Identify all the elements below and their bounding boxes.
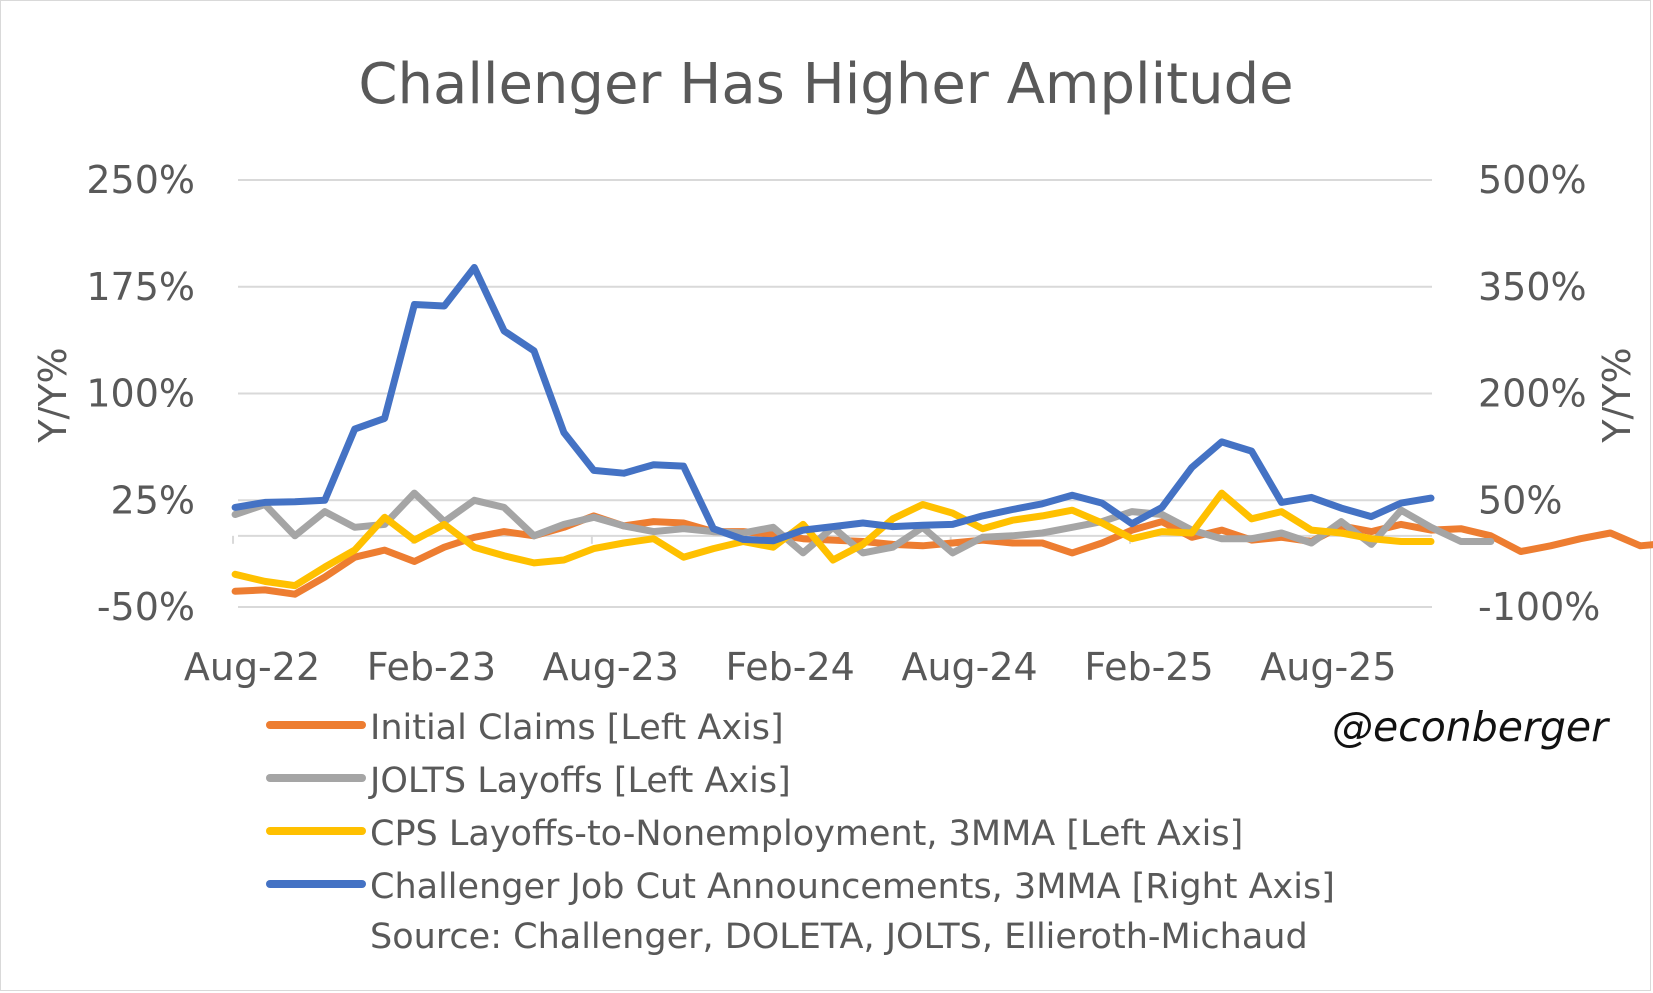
left-axis-ticks: 250% 175% 100% 25% -50% xyxy=(86,158,195,629)
left-tick-label: 25% xyxy=(111,478,195,522)
x-tick-label: Aug-25 xyxy=(1260,645,1396,689)
x-tick-label: Feb-24 xyxy=(726,645,855,689)
right-axis-label: Y/Y% xyxy=(1595,347,1639,443)
legend-label-3: Challenger Job Cut Announcements, 3MMA [… xyxy=(370,867,1335,907)
x-tick-label: Aug-24 xyxy=(901,645,1037,689)
x-tick-label: Feb-23 xyxy=(367,645,496,689)
source-note: Source: Challenger, DOLETA, JOLTS, Ellie… xyxy=(370,917,1308,957)
left-tick-label: 250% xyxy=(86,158,195,202)
x-tick-label: Feb-25 xyxy=(1084,645,1213,689)
legend-label-2: CPS Layoffs-to-Nonemployment, 3MMA [Left… xyxy=(370,814,1243,854)
right-tick-label: 350% xyxy=(1478,265,1587,309)
right-tick-label: -100% xyxy=(1478,585,1600,629)
right-axis-ticks: 500% 350% 200% 50% -100% xyxy=(1478,158,1600,629)
series-line-3 xyxy=(231,264,1435,545)
left-tick-label: -50% xyxy=(97,585,195,629)
series-lines xyxy=(231,264,1653,598)
x-tick-label: Aug-22 xyxy=(184,645,320,689)
left-axis-label: Y/Y% xyxy=(31,347,75,443)
left-tick-label: 175% xyxy=(86,265,195,309)
left-tick-label: 100% xyxy=(86,372,195,416)
right-tick-label: 50% xyxy=(1478,478,1562,522)
legend-label-0: Initial Claims [Left Axis] xyxy=(370,708,784,748)
legend: Initial Claims [Left Axis] JOLTS Layoffs … xyxy=(266,708,1335,907)
right-tick-label: 200% xyxy=(1478,372,1587,416)
chart-title: Challenger Has Higher Amplitude xyxy=(358,52,1293,117)
legend-label-1: JOLTS Layoffs [Left Axis] xyxy=(368,761,791,801)
series-line-2 xyxy=(231,489,1435,590)
x-tick-label: Aug-23 xyxy=(543,645,679,689)
watermark: @econberger xyxy=(1332,703,1610,751)
x-axis-ticks: Aug-22 Feb-23 Aug-23 Feb-24 Aug-24 Feb-25 Aug-… xyxy=(184,645,1397,689)
right-tick-label: 500% xyxy=(1478,158,1587,202)
